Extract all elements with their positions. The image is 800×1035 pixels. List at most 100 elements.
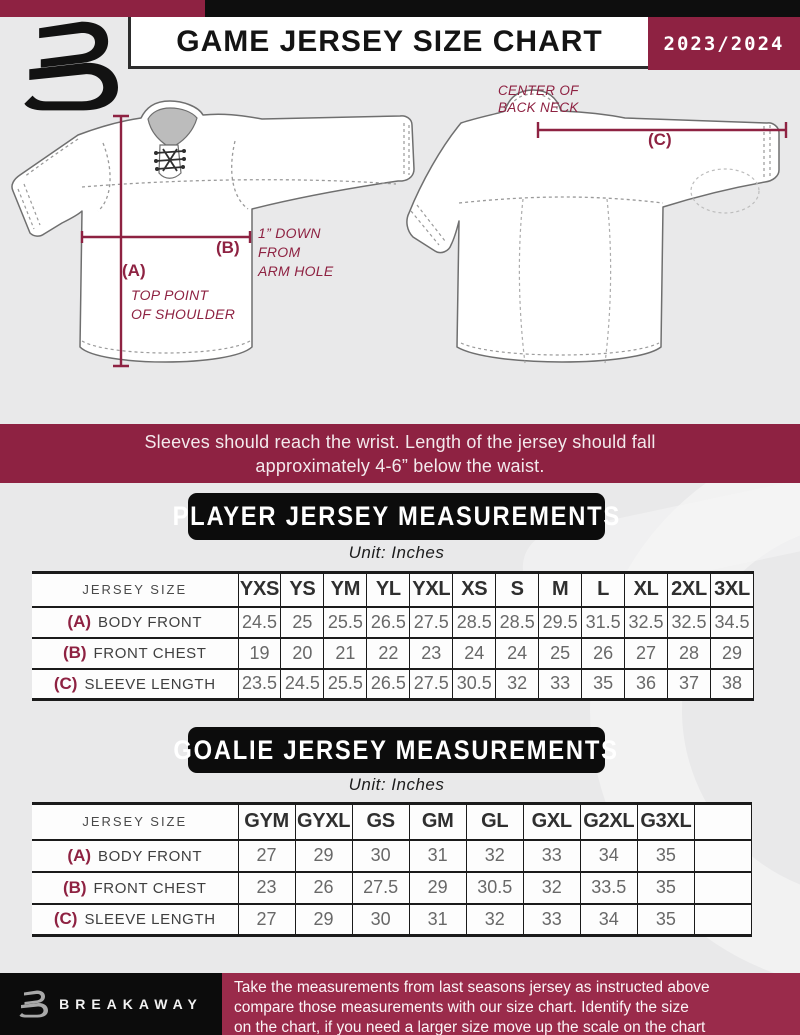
top-bar-maroon <box>0 0 205 17</box>
measurement-value-cell <box>693 838 753 873</box>
measurement-value-cell: 29.5 <box>538 605 583 639</box>
row-label-text: SLEEVE LENGTH <box>84 675 216 693</box>
size-column-header: G3XL <box>636 802 695 841</box>
measurement-value-cell: 38 <box>709 667 755 701</box>
measurement-value-cell: 23.5 <box>237 667 282 701</box>
measurement-value-cell: 24 <box>495 636 540 670</box>
row-key-letter: (C) <box>53 673 78 693</box>
measurement-value-cell: 31 <box>408 902 467 937</box>
measurement-value-cell: 29 <box>709 636 755 670</box>
row-label-text: SLEEVE LENGTH <box>84 911 216 929</box>
player-size-table: JERSEY SIZE YXS YS YM YL YXL XS S M L XL 2XL 3XL (A) B… <box>32 571 755 701</box>
measurement-value-cell: 32 <box>495 667 540 701</box>
measurement-value-cell: 26.5 <box>366 605 411 639</box>
size-column-header: XL <box>624 571 669 608</box>
size-column-header: GM <box>408 802 467 841</box>
measurement-value-cell: 34 <box>579 902 638 937</box>
measurement-value-cell: 28.5 <box>452 605 497 639</box>
footer-line2: compare those measurements with our size… <box>234 999 689 1016</box>
measurement-value-cell: 33.5 <box>579 870 638 905</box>
size-column-header: L <box>581 571 626 608</box>
season-label: 2023/2024 <box>663 32 785 55</box>
goalie-size-table: JERSEY SIZE GYM GYXL GS GM GL GXL G2XL G3XL (A) BO… <box>32 802 753 937</box>
measurement-value-cell: 35 <box>636 902 695 937</box>
fit-notice-line1: Sleeves should reach the wrist. Length o… <box>144 431 656 452</box>
table-row: (A) BODY FRONT 27 29 30 31 32 33 34 35 <box>32 838 753 873</box>
table-row: (C) SLEEVE LENGTH 23.5 24.5 25.5 26.5 27.5 30.5… <box>32 667 755 701</box>
measurement-value-cell: 30.5 <box>465 870 524 905</box>
jersey-size-corner-header: JERSEY SIZE <box>32 571 239 608</box>
row-label-text: FRONT CHEST <box>93 879 207 897</box>
fit-notice-banner: Sleeves should reach the wrist. Length o… <box>0 424 800 483</box>
row-key-letter: (B) <box>62 643 87 662</box>
size-column-header: YS <box>280 571 325 608</box>
breakaway-b-logo-icon <box>24 21 118 111</box>
player-unit-label: Unit: Inches <box>348 543 445 562</box>
row-label-text: BODY FRONT <box>98 847 203 865</box>
player-measurements-banner: PLAYER JERSEY MEASUREMENTS <box>172 493 619 540</box>
measurement-value-cell: 33 <box>538 667 583 701</box>
measure-label-c: (C) <box>648 130 672 149</box>
size-column-header: YXS <box>237 571 282 608</box>
fit-notice-line2: approximately 4-6” below the waist. <box>255 455 545 476</box>
footer-brand-name: BREAKAWAY <box>59 996 203 1012</box>
row-key-letter: (C) <box>53 909 78 929</box>
goalie-measurements-banner: GOALIE JERSEY MEASUREMENTS <box>174 727 617 773</box>
measurement-value-cell: 27 <box>237 902 296 937</box>
measurement-row-label: (C) SLEEVE LENGTH <box>32 667 239 701</box>
jersey-size-corner-header: JERSEY SIZE <box>32 802 239 841</box>
measurement-value-cell: 24 <box>452 636 497 670</box>
measurement-value-cell: 33 <box>522 902 581 937</box>
measurement-value-cell <box>693 902 753 937</box>
table-row: (C) SLEEVE LENGTH 27 29 30 31 32 33 34 35 <box>32 902 753 937</box>
footer-line1: Take the measurements from last seasons … <box>234 979 710 996</box>
breakaway-b-footer-icon <box>19 990 49 1018</box>
measurement-row-label: (C) SLEEVE LENGTH <box>32 902 239 937</box>
measurement-value-cell: 25.5 <box>323 667 368 701</box>
measurement-value-cell: 36 <box>624 667 669 701</box>
size-column-header: 3XL <box>709 571 755 608</box>
measure-label-b: (B) <box>216 238 240 257</box>
measure-note-b: 1” DOWN FROM ARM HOLE <box>258 225 334 279</box>
measurement-row-label: (B) FRONT CHEST <box>32 870 239 905</box>
measurement-value-cell: 35 <box>581 667 626 701</box>
measurement-value-cell: 26 <box>294 870 353 905</box>
measurement-value-cell: 23 <box>409 636 454 670</box>
row-label-text: FRONT CHEST <box>93 645 207 662</box>
page-title: GAME JERSEY SIZE CHART <box>176 24 603 58</box>
measurement-value-cell: 26 <box>581 636 626 670</box>
size-column-header: GXL <box>522 802 581 841</box>
measurement-value-cell: 34 <box>579 838 638 873</box>
row-label-text: BODY FRONT <box>98 614 203 631</box>
measurement-value-cell: 29 <box>294 902 353 937</box>
measurement-value-cell: 32 <box>522 870 581 905</box>
measurement-value-cell: 32.5 <box>624 605 669 639</box>
measurement-value-cell: 24.5 <box>280 667 325 701</box>
measurement-value-cell: 32 <box>465 902 524 937</box>
measurement-value-cell: 27.5 <box>409 605 454 639</box>
top-bar-black <box>205 0 800 17</box>
table-row: (B) FRONT CHEST 23 26 27.5 29 30.5 32 33.5 35 <box>32 870 753 905</box>
size-column-header: GYXL <box>294 802 353 841</box>
measure-label-a: (A) <box>122 261 146 280</box>
measurement-value-cell: 26.5 <box>366 667 411 701</box>
measurement-value-cell: 25 <box>280 605 325 639</box>
size-column-header: YL <box>366 571 411 608</box>
measurement-row-label: (B) FRONT CHEST <box>32 636 239 670</box>
measurement-value-cell: 27.5 <box>351 870 410 905</box>
row-key-letter: (B) <box>62 877 87 897</box>
row-key-letter: (A) <box>67 845 92 865</box>
size-column-header: XS <box>452 571 497 608</box>
measurement-row-label: (A) BODY FRONT <box>32 838 239 873</box>
measurement-value-cell: 35 <box>636 838 695 873</box>
measurement-value-cell: 30.5 <box>452 667 497 701</box>
measurement-value-cell: 19 <box>237 636 282 670</box>
measurement-value-cell <box>693 870 753 905</box>
measurement-value-cell: 21 <box>323 636 368 670</box>
measurement-value-cell: 20 <box>280 636 325 670</box>
measurement-value-cell: 25.5 <box>323 605 368 639</box>
measurement-value-cell: 31.5 <box>581 605 626 639</box>
row-key-letter: (A) <box>67 612 92 631</box>
measurement-value-cell: 23 <box>237 870 296 905</box>
